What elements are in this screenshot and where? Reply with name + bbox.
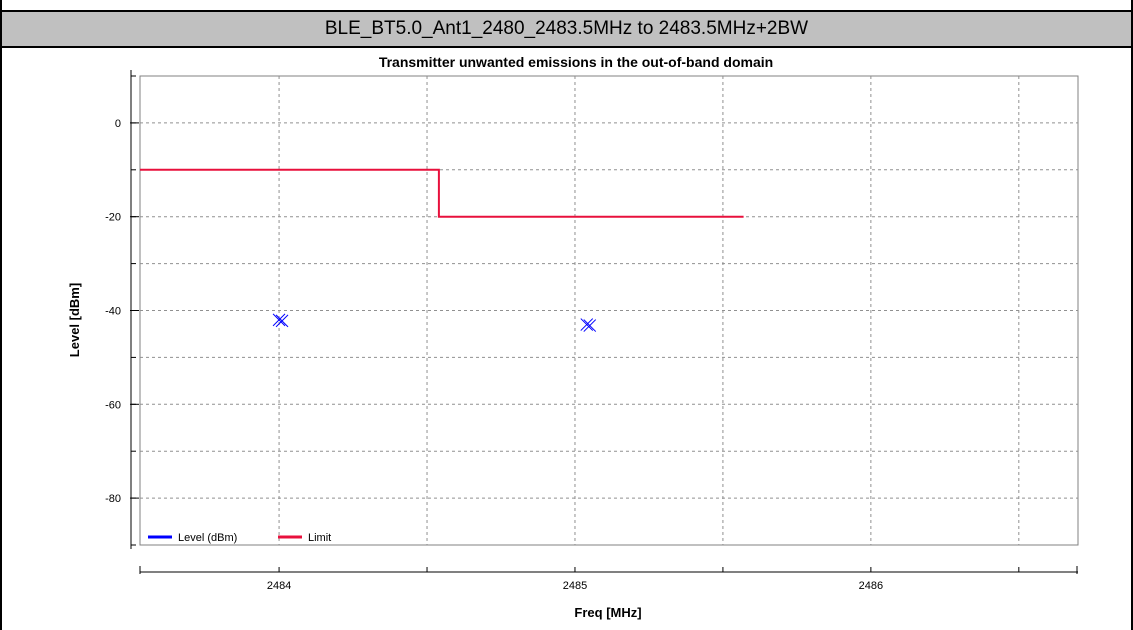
level-measurement-point bbox=[580, 318, 597, 332]
y-tick-label: -20 bbox=[105, 212, 121, 224]
x-tick-label: 2485 bbox=[563, 580, 587, 592]
y-tick-label: -80 bbox=[105, 493, 121, 505]
legend: Level (dBm) Limit bbox=[148, 532, 331, 544]
emissions-chart: Transmitter unwanted emissions in the ou… bbox=[67, 54, 1079, 620]
y-axis-title: Level [dBm] bbox=[67, 283, 82, 357]
limit-line bbox=[140, 168, 744, 218]
x-tick-label: 2486 bbox=[859, 580, 883, 592]
y-tick-label: 0 bbox=[115, 118, 121, 130]
legend-label: Limit bbox=[308, 532, 331, 544]
axes: 0 -20 -40 -60 -80 2484 2485 2486 bbox=[105, 70, 1078, 592]
x-marker-stroke bbox=[275, 314, 289, 328]
test-case-header: BLE_BT5.0_Ant1_2480_2483.5MHz to 2483.5M… bbox=[0, 10, 1133, 48]
x-tick-label: 2484 bbox=[267, 580, 291, 592]
y-tick-label: -40 bbox=[105, 306, 121, 318]
x-marker-stroke bbox=[580, 318, 594, 331]
legend-label: Level (dBm) bbox=[178, 532, 237, 544]
series bbox=[140, 168, 744, 332]
y-tick-label: -60 bbox=[105, 399, 121, 411]
x-axis-title: Freq [MHz] bbox=[574, 605, 641, 620]
x-marker-stroke bbox=[272, 313, 286, 327]
level-measurement-point bbox=[272, 313, 289, 328]
chart-title: Transmitter unwanted emissions in the ou… bbox=[379, 54, 773, 70]
x-marker-stroke bbox=[583, 319, 597, 332]
test-case-title: BLE_BT5.0_Ant1_2480_2483.5MHz to 2483.5M… bbox=[324, 18, 809, 39]
